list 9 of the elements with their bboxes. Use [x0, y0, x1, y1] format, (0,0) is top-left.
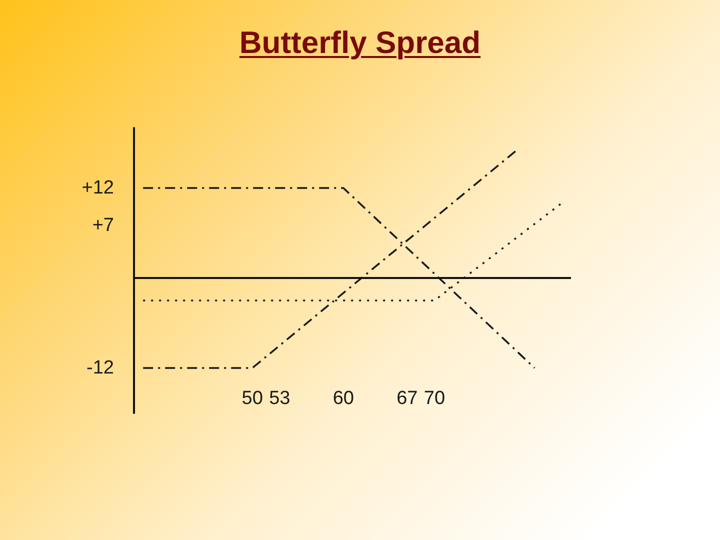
x-tick-label: 60 [332, 388, 354, 409]
x-tick-label: 67 [396, 388, 418, 409]
chart-title: Butterfly Spread [239, 25, 481, 60]
x-tick-label: 70 [424, 388, 446, 409]
x-tick-label: 53 [269, 388, 290, 409]
y-tick-label: +12 [82, 178, 114, 198]
y-tick-label: +7 [92, 215, 114, 236]
x-tick-label: 50 [242, 388, 263, 409]
y-tick-label: -12 [86, 358, 114, 378]
